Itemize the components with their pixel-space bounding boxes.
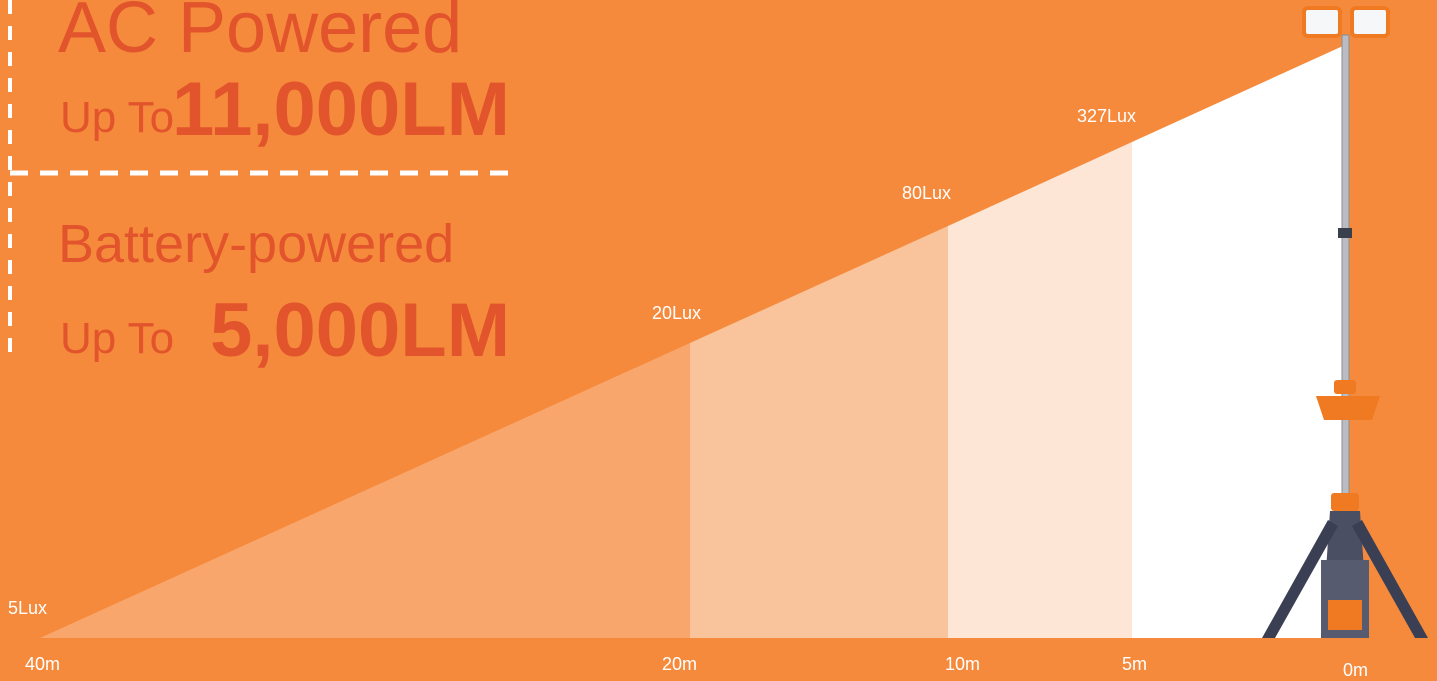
distance-label: 40m (25, 654, 60, 674)
ac-title: AC Powered (58, 0, 462, 68)
ac-value: 11,000LM (172, 67, 510, 152)
battery-prefix: Up To (60, 314, 174, 363)
lux-label: 5Lux (8, 598, 47, 618)
infographic: AC Powered Up To 11,000LM Battery-powere… (0, 0, 1437, 681)
battery-value: 5,000LM (210, 288, 510, 373)
lux-label: 80Lux (902, 183, 951, 203)
distance-label: 10m (945, 654, 980, 674)
beam-zone-near (948, 142, 1132, 638)
distance-label: 5m (1122, 654, 1147, 674)
lux-label: 327Lux (1077, 106, 1136, 126)
distance-label: 20m (662, 654, 697, 674)
lux-label: 20Lux (652, 303, 701, 323)
ac-prefix: Up To (60, 93, 174, 142)
distance-label: 0m (1343, 660, 1368, 680)
battery-title: Battery-powered (58, 214, 454, 274)
